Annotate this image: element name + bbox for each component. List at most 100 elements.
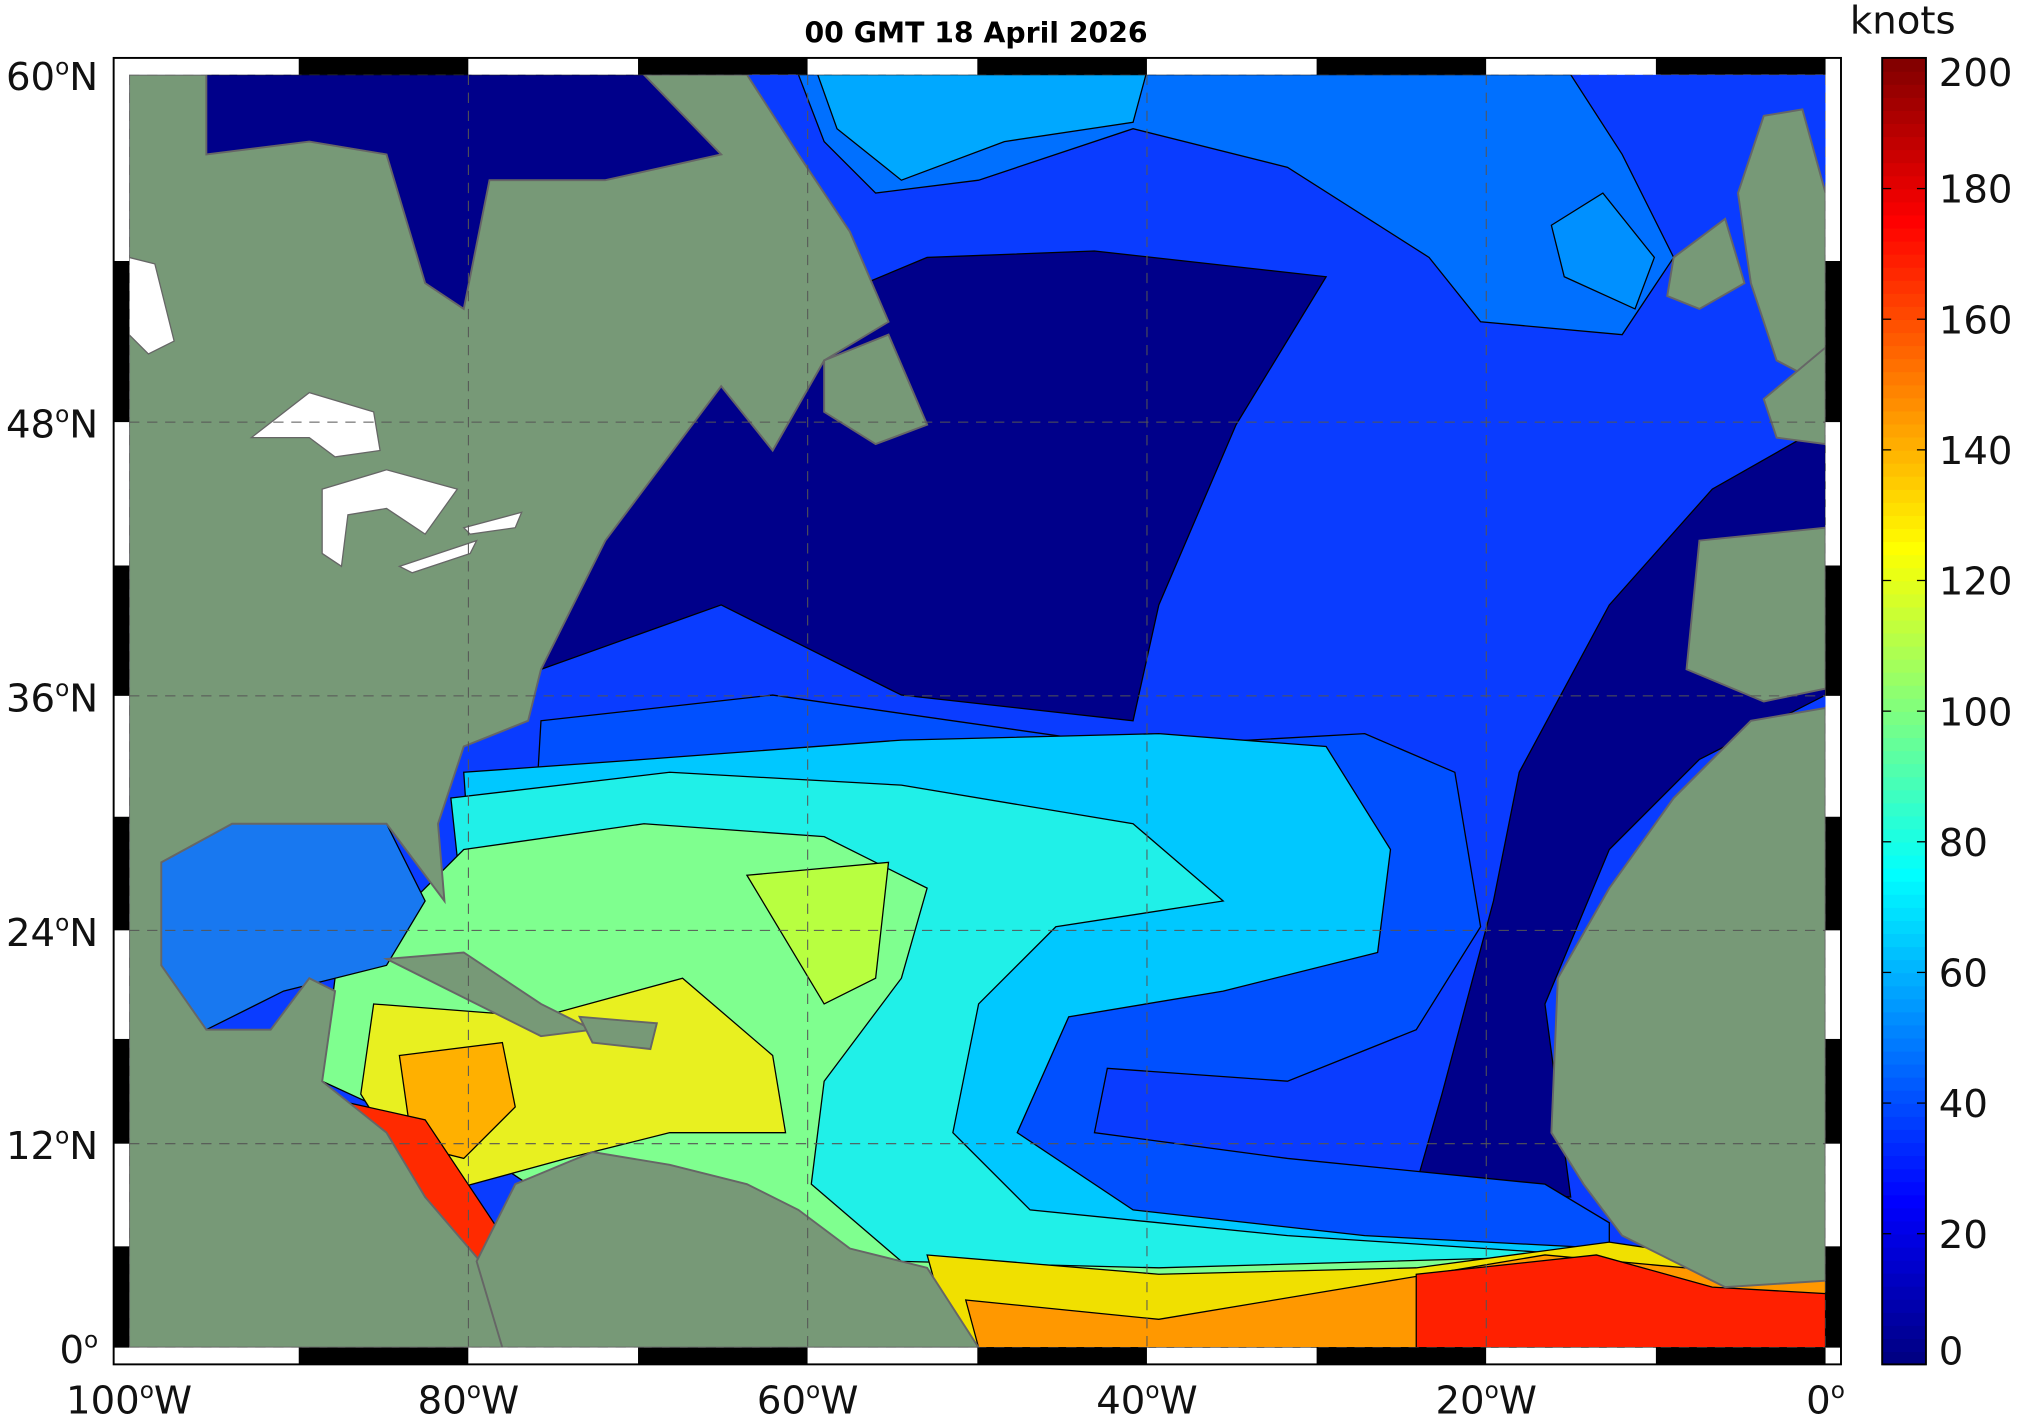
frame-segment bbox=[113, 422, 130, 566]
frame-segment bbox=[113, 260, 130, 423]
land-hispaniola bbox=[577, 1015, 659, 1051]
colorbar-tick-label: 40 bbox=[1939, 1082, 1988, 1127]
lon-label: 80oW bbox=[418, 1378, 520, 1421]
colorbar-swatch bbox=[1882, 1194, 1926, 1209]
colorbar-swatch bbox=[1882, 528, 1926, 543]
colorbar-swatch bbox=[1882, 502, 1926, 516]
frame-segment bbox=[1825, 74, 1841, 261]
contour-115kt bbox=[745, 861, 890, 1005]
colorbar-swatch bbox=[1882, 475, 1926, 490]
contour-55kt-east bbox=[1550, 192, 1656, 310]
colorbar-swatch bbox=[1882, 201, 1926, 216]
colorbar-swatch bbox=[1882, 854, 1926, 869]
colorbar-swatch bbox=[1882, 1116, 1926, 1130]
axis-labels: 60oN 48oN 36oN 24oN 12oN 0o 100oW 80oW 60oW 40oW 2… bbox=[6, 55, 1845, 1421]
graticule bbox=[129, 74, 1826, 1348]
frame-segment bbox=[977, 57, 1147, 75]
colorbar-swatch bbox=[1882, 253, 1926, 268]
frame-border bbox=[112, 56, 1842, 1366]
frame-segment bbox=[1825, 930, 1841, 1039]
colorbar-swatch bbox=[1882, 1129, 1926, 1144]
frame-segment bbox=[1825, 260, 1841, 423]
colorbar-swatch bbox=[1882, 123, 1926, 138]
frame-segment bbox=[807, 57, 978, 75]
colorbar-swatch bbox=[1882, 436, 1926, 451]
frame-segment bbox=[1486, 1347, 1656, 1365]
colorbar-swatch bbox=[1882, 266, 1926, 281]
frame-segment bbox=[468, 57, 639, 75]
contour-175kt-equator bbox=[1415, 1254, 1826, 1348]
land-newfoundland bbox=[823, 333, 929, 446]
frame-segment bbox=[468, 1347, 639, 1365]
colorbar-tick-label: 80 bbox=[1939, 821, 1988, 866]
colorbar-swatch bbox=[1882, 1246, 1926, 1261]
colorbar-swatch bbox=[1882, 1220, 1926, 1235]
colorbar-swatch bbox=[1882, 70, 1926, 85]
frame-segment bbox=[1146, 1347, 1317, 1365]
frame-segment bbox=[1825, 816, 1841, 931]
colorbar-swatch bbox=[1882, 880, 1926, 895]
colorbar-swatch bbox=[1882, 632, 1926, 647]
colorbar-swatch bbox=[1882, 645, 1926, 660]
frame-segment bbox=[1316, 1347, 1487, 1365]
colorbar-label: knots bbox=[1850, 0, 1956, 43]
colorbar-swatch bbox=[1882, 410, 1926, 425]
frame-segment bbox=[113, 1143, 130, 1247]
colorbar-swatch bbox=[1882, 972, 1926, 987]
colorbar-swatch bbox=[1882, 97, 1926, 111]
colorbar-swatch bbox=[1882, 815, 1926, 830]
land-africa bbox=[1550, 706, 1826, 1289]
colorbar-swatch bbox=[1882, 998, 1926, 1013]
frame-segment bbox=[1825, 1038, 1841, 1144]
colorbar-swatch bbox=[1882, 358, 1926, 373]
map-title: 00 GMT 18 April 2026 bbox=[804, 16, 1147, 49]
land-iberia bbox=[1685, 526, 1826, 703]
colorbar-swatch bbox=[1882, 1207, 1926, 1222]
colorbar-swatch bbox=[1882, 685, 1926, 699]
colorbar-swatch bbox=[1882, 737, 1926, 752]
contour-60kt-north bbox=[817, 74, 1147, 181]
colorbar-swatch bbox=[1882, 554, 1926, 569]
colorbar-swatch bbox=[1882, 1181, 1926, 1196]
frame-segment bbox=[1146, 57, 1317, 75]
colorbar-tick-label: 160 bbox=[1939, 298, 2013, 343]
lon-label: 40oW bbox=[1096, 1378, 1197, 1421]
frame-segment bbox=[113, 1246, 130, 1348]
colorbar-swatch bbox=[1882, 306, 1926, 320]
frame-segment bbox=[1825, 695, 1841, 817]
colorbar-swatch bbox=[1882, 920, 1926, 935]
frame-segment bbox=[113, 1038, 130, 1144]
lat-label: 36oN bbox=[6, 676, 98, 721]
colorbar-swatch bbox=[1882, 319, 1926, 334]
colorbar-swatch bbox=[1882, 1050, 1926, 1065]
frame-segment bbox=[1655, 57, 1826, 75]
colorbar-swatch bbox=[1882, 84, 1926, 98]
frame-segment bbox=[1486, 57, 1656, 75]
colorbar-swatch bbox=[1882, 332, 1926, 347]
colorbar-tick-label: 140 bbox=[1939, 429, 2013, 474]
colorbar-tick-label: 0 bbox=[1939, 1329, 1964, 1374]
frame-segment bbox=[1316, 57, 1487, 75]
lat-label: 24oN bbox=[6, 910, 98, 955]
colorbar: knots 0 20 40 60 80 100 120 140 160 180 200 bbox=[1850, 0, 2013, 1374]
colorbar-swatch bbox=[1882, 711, 1926, 725]
colorbar-swatch bbox=[1882, 1063, 1926, 1078]
colorbar-swatch bbox=[1882, 867, 1926, 882]
colorbar-swatch bbox=[1882, 959, 1926, 974]
frame-segment bbox=[113, 816, 130, 931]
colorbar-swatch bbox=[1882, 946, 1926, 961]
colorbar-swatch bbox=[1882, 789, 1926, 804]
colorbar-swatch bbox=[1882, 1090, 1926, 1104]
colorbar-swatch bbox=[1882, 828, 1926, 843]
colorbar-swatch bbox=[1882, 1037, 1926, 1052]
frame-segment bbox=[1825, 565, 1841, 696]
lat-label: 48oN bbox=[6, 402, 98, 447]
lake-michigan-huron bbox=[321, 469, 459, 568]
colorbar-swatch bbox=[1882, 593, 1926, 608]
colorbar-swatch bbox=[1882, 188, 1926, 203]
colorbar-swatch bbox=[1882, 724, 1926, 739]
colorbar-swatch bbox=[1882, 619, 1926, 634]
colorbar-swatch bbox=[1882, 1168, 1926, 1183]
colorbar-swatch bbox=[1882, 1259, 1926, 1274]
frame-segment bbox=[129, 1347, 299, 1365]
